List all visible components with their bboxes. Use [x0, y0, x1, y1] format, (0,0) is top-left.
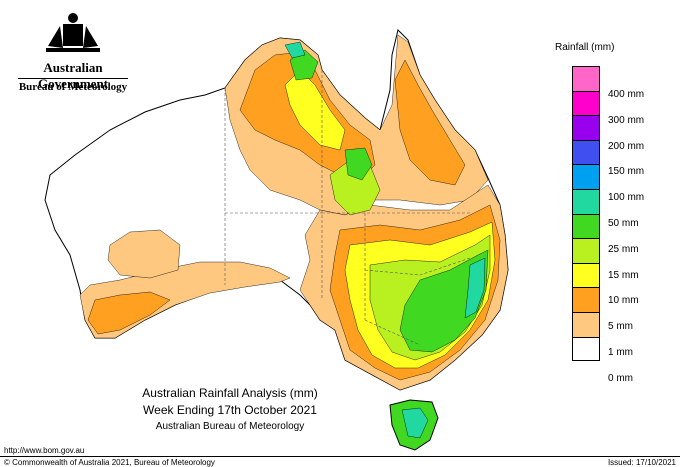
footer-copyright: © Commonwealth of Australia 2021, Bureau…	[4, 458, 215, 467]
legend-swatch	[572, 311, 600, 337]
footer-issued: Issued: 17/10/2021	[607, 458, 676, 467]
caption-period: Week Ending 17th October 2021	[143, 403, 317, 417]
rain-zone-50mm-north	[284, 41, 306, 59]
legend-label: 10 mm	[608, 295, 639, 307]
bureau-name: Bureau of Meteorology	[18, 81, 128, 93]
legend-label: 200 mm	[608, 140, 645, 152]
legend-swatch	[572, 287, 600, 312]
legend-label: 300 mm	[608, 114, 645, 126]
legend-label: 150 mm	[608, 166, 645, 178]
legend-swatch	[572, 188, 600, 214]
rain-zone-25mm-east	[399, 249, 489, 353]
legend-label: 0 mm	[608, 372, 633, 384]
legend-label: 25 mm	[608, 243, 639, 255]
legend-swatch	[572, 336, 600, 362]
tasmania-teal	[401, 407, 429, 439]
footer-divider	[0, 456, 680, 457]
rain-zone-25mm-central	[344, 147, 373, 181]
legend-label: 400 mm	[608, 89, 645, 100]
legend-label: 50 mm	[608, 218, 639, 229]
legend-swatch	[572, 90, 600, 116]
legend-swatch	[572, 66, 600, 91]
logo-divider	[18, 78, 128, 79]
agency-logo: Australian Government Bureau of Meteorol…	[8, 8, 138, 96]
legend-swatch	[572, 115, 600, 140]
legend-label: 100 mm	[608, 192, 645, 204]
footer-url: http://www.bom.gov.au	[4, 446, 85, 455]
legend-label: 1 mm	[608, 347, 633, 358]
government-name: Australian Government	[37, 60, 109, 91]
legend-swatch	[572, 213, 600, 239]
legend-label: 5 mm	[608, 321, 633, 333]
rain-zone-1mm-interior	[107, 229, 181, 279]
caption-source: Australian Bureau of Meteorology	[155, 421, 305, 432]
caption-title: Australian Rainfall Analysis (mm)	[142, 386, 318, 400]
legend-swatch	[572, 238, 600, 263]
rain-zone-5mm-qld	[394, 59, 466, 186]
rain-zone-50mm-coast	[464, 257, 486, 319]
coat-of-arms-icon	[46, 13, 100, 52]
legend-label: 15 mm	[608, 269, 639, 281]
legend-swatch	[572, 262, 600, 288]
legend-swatch	[572, 139, 600, 165]
legend	[572, 66, 602, 362]
state-borders	[224, 70, 471, 346]
legend-title: Rainfall (mm)	[555, 42, 615, 53]
rain-zone-5mm-swwa	[87, 291, 171, 335]
legend-swatch	[572, 164, 600, 189]
